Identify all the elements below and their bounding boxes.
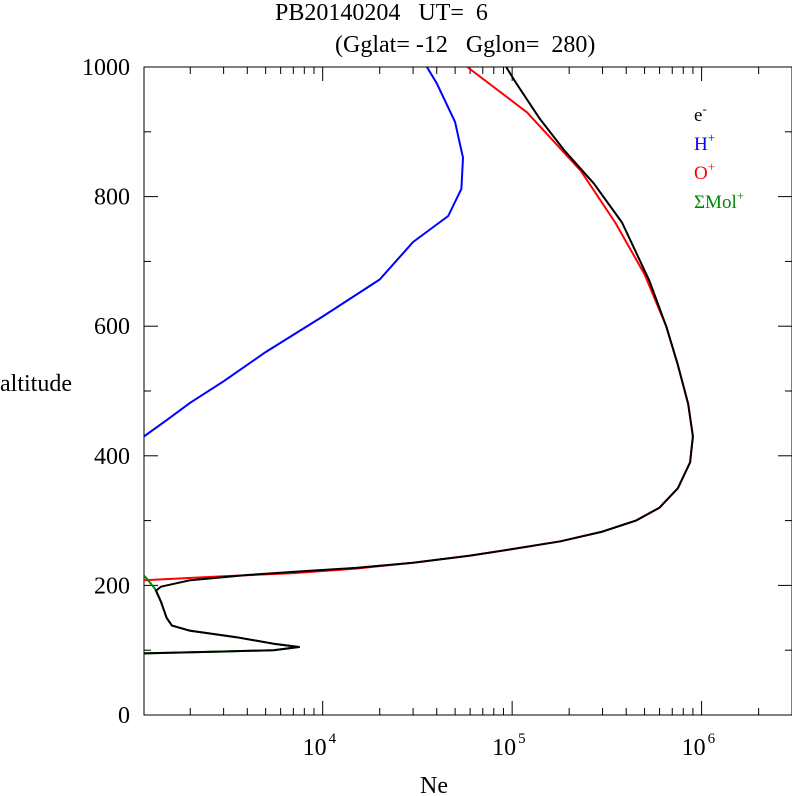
y-tick-label: 600	[94, 314, 130, 340]
y-tick-label: 400	[94, 444, 130, 470]
series-line	[144, 67, 464, 438]
legend: e- H+ O+ ΣMol+	[694, 101, 744, 213]
series-lines	[144, 67, 694, 655]
x-tick-exponent: 5	[518, 731, 526, 747]
legend-entry: H+	[694, 130, 715, 155]
legend-entry: e-	[694, 101, 707, 126]
legend-entry: ΣMol+	[694, 188, 744, 213]
series-line	[144, 575, 300, 655]
series-line	[144, 67, 694, 582]
x-tick-exponent: 4	[329, 731, 337, 747]
y-tick-label: 800	[94, 185, 130, 211]
x-tick-label: 10	[303, 735, 327, 761]
chart-subtitle: (Gglat= -12 Gglon= 280)	[335, 32, 595, 58]
x-axis-ticks: 10 4 10 5 10 6	[189, 67, 792, 761]
y-axis-ticks: 0 200 400 600 800 1000	[82, 55, 792, 729]
legend-entry: O+	[694, 159, 715, 184]
y-tick-label: 200	[94, 573, 130, 599]
chart-title: PB20140204 UT= 6	[275, 0, 488, 26]
x-tick-label: 10	[682, 735, 706, 761]
y-tick-label: 1000	[82, 55, 130, 81]
x-tick-exponent: 6	[708, 731, 716, 747]
y-axis-label: altitude	[0, 371, 72, 397]
x-tick-label: 10	[492, 735, 516, 761]
y-tick-label: 0	[118, 703, 130, 729]
series-line	[144, 67, 694, 655]
x-axis-label: Ne	[420, 773, 448, 796]
